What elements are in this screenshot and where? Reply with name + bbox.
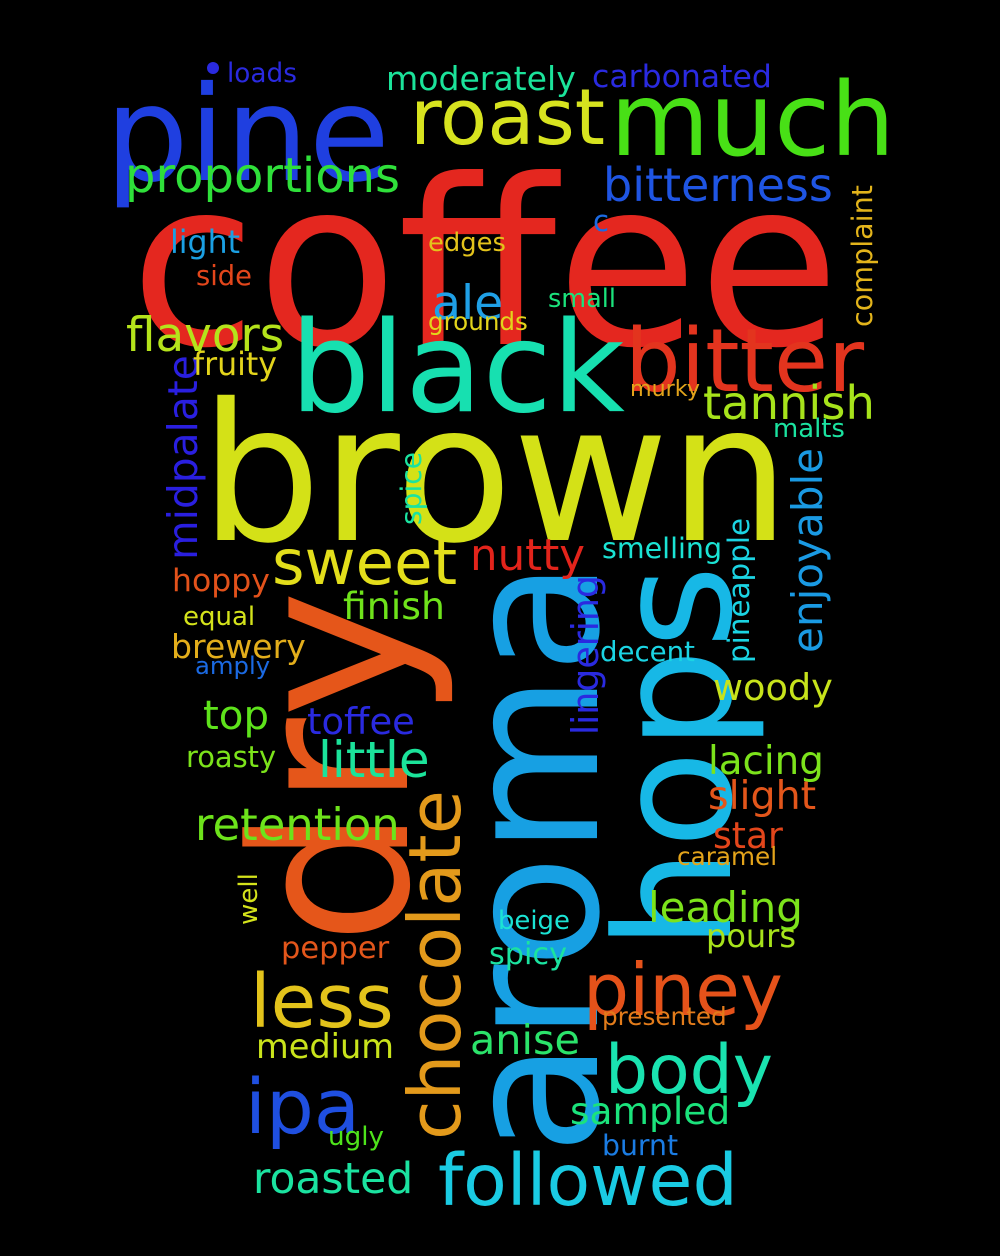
word-burnt: burnt	[602, 1129, 679, 1162]
word-pours: pours	[706, 917, 796, 955]
word-bitterness: bitterness	[603, 158, 833, 212]
word-medium: medium	[256, 1027, 395, 1066]
word-roasty: roasty	[186, 740, 277, 774]
word-chocolate: chocolate	[394, 789, 478, 1140]
word-ugly: ugly	[328, 1122, 384, 1152]
dot-mark	[207, 62, 219, 74]
word-tannish: tannish	[703, 376, 875, 430]
word-beige: beige	[498, 906, 570, 936]
word-fruity: fruity	[193, 347, 277, 383]
word-lacing: lacing	[708, 739, 824, 784]
word-finish: finish	[343, 584, 445, 628]
word-much: much	[610, 61, 895, 180]
word-hoppy: hoppy	[172, 563, 270, 599]
word-piney: piney	[583, 949, 783, 1033]
word-ipa: ipa	[245, 1063, 361, 1151]
word-top: top	[203, 692, 270, 739]
word-brown: brown	[200, 364, 790, 586]
word-well: well	[234, 873, 264, 925]
word-murky: murky	[630, 376, 700, 402]
word-midpalate: midpalate	[159, 355, 207, 560]
word-malts: malts	[773, 414, 845, 444]
word-carbonated: carbonated	[592, 59, 772, 95]
word-anise: anise	[470, 1016, 580, 1064]
word-body: body	[605, 1031, 773, 1110]
word-woody: woody	[713, 666, 833, 709]
word-enjoyable: enjoyable	[783, 447, 832, 653]
word-bitter: bitter	[625, 310, 865, 412]
word-nutty: nutty	[470, 531, 585, 581]
word-grounds: grounds	[428, 307, 528, 336]
word-star: star	[713, 815, 783, 857]
word-proportions: proportions	[125, 148, 401, 204]
word-less: less	[250, 958, 394, 1045]
word-presented: presented	[602, 1002, 727, 1031]
word-light: light	[170, 225, 241, 261]
word-spice: spice	[395, 451, 428, 525]
word-ale: ale	[432, 276, 504, 331]
word-little: little	[318, 731, 430, 789]
word-roasted: roasted	[253, 1154, 414, 1203]
word-flavors: flavors	[126, 309, 285, 363]
word-retention: retention	[195, 798, 400, 851]
word-small: small	[548, 284, 616, 314]
word-lingering: lingering	[564, 574, 607, 735]
word-amply: amply	[195, 651, 271, 680]
word-pepper: pepper	[281, 931, 390, 966]
word-equal: equal	[183, 602, 256, 632]
word-black: black	[290, 294, 625, 441]
word-decent: decent	[600, 635, 695, 668]
word-c: c	[593, 204, 609, 238]
word-loads: loads	[227, 59, 297, 89]
word-side: side	[196, 261, 252, 292]
word-caramel: caramel	[677, 842, 778, 871]
word-brewery: brewery	[171, 627, 306, 666]
word-sweet: sweet	[272, 526, 458, 599]
word-pineapple: pineapple	[722, 517, 756, 663]
word-coffee: coffee	[130, 131, 840, 399]
word-smelling: smelling	[602, 532, 723, 565]
word-spicy: spicy	[489, 937, 568, 972]
word-sampled: sampled	[570, 1089, 731, 1133]
word-complaint: complaint	[845, 185, 879, 327]
word-moderately: moderately	[386, 59, 576, 98]
word-leading: leading	[648, 883, 803, 932]
word-followed: followed	[438, 1139, 738, 1222]
word-slight: slight	[708, 773, 817, 819]
word-pine: pine	[105, 59, 390, 212]
word-toffee: toffee	[307, 700, 415, 743]
word-edges: edges	[428, 228, 506, 258]
word-roast: roast	[410, 73, 606, 163]
